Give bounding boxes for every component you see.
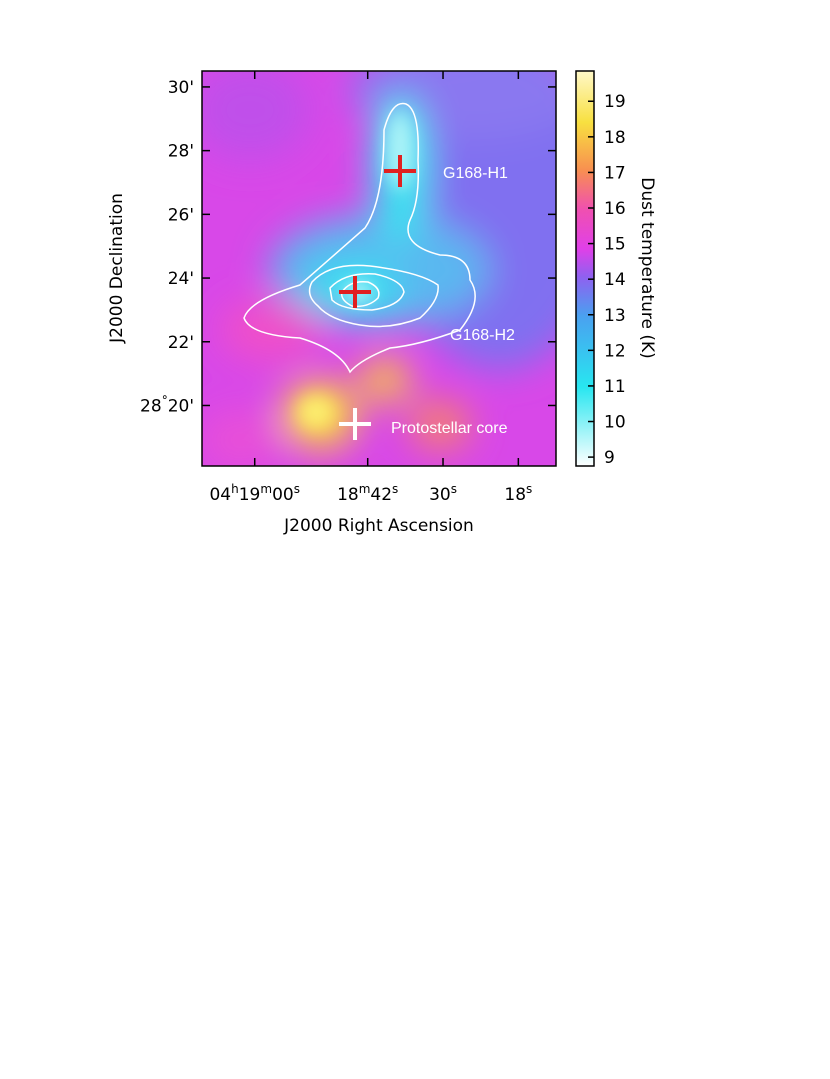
colorbar-tick-label: 19 <box>604 92 626 112</box>
y-tick-label: 28' <box>168 142 194 162</box>
markers <box>339 155 416 440</box>
colorbar-tick-label: 14 <box>604 270 626 290</box>
colorbar-tick-label: 11 <box>604 377 626 397</box>
annotation: G168-H2 <box>450 327 515 344</box>
x-tick-label: 30s <box>429 482 457 505</box>
x-axis-label: J2000 Right Ascension <box>283 516 474 536</box>
x-tick-label: 18m42s <box>337 482 398 505</box>
colorbar-tick-label: 15 <box>604 235 626 255</box>
x-tick-label: 18s <box>504 482 532 505</box>
contours <box>243 102 476 374</box>
x-tick-label: 04h19m00s <box>209 482 299 505</box>
y-tick-label: 22' <box>168 333 194 353</box>
y-tick-label: 26' <box>168 205 194 225</box>
colorbar-tick-label: 17 <box>604 163 626 183</box>
annotation: Protostellar core <box>391 420 508 437</box>
colorbar-tick-label: 10 <box>604 413 626 433</box>
colorbar <box>575 70 595 467</box>
colorbar-tick-label: 9 <box>604 448 615 468</box>
y-axis-label: J2000 Declination <box>107 193 127 344</box>
colorbar-tick-label: 12 <box>604 341 626 361</box>
colorbar-tick-label: 18 <box>604 128 626 148</box>
map-frame <box>201 70 557 467</box>
y-tick-label: 28°20' <box>140 393 194 416</box>
annotation: G168-H1 <box>443 165 508 182</box>
temperature-map <box>202 71 556 466</box>
colorbar-tick-label: 16 <box>604 199 626 219</box>
y-tick-label: 24' <box>168 269 194 289</box>
colorbar-label: Dust temperature (K) <box>637 177 657 358</box>
y-tick-label: 30' <box>168 78 194 98</box>
colorbar-tick-label: 13 <box>604 306 626 326</box>
